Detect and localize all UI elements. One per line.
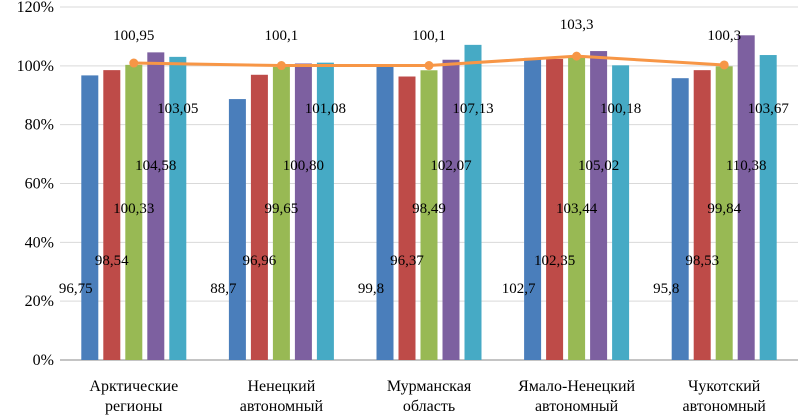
- data-label: 105,02: [578, 158, 619, 174]
- line-data-label: 100,1: [412, 28, 446, 44]
- data-label: 102,7: [502, 281, 536, 297]
- category-label: Арктические: [89, 378, 178, 395]
- data-label: 96,37: [390, 253, 424, 269]
- bar-series-2-3: [546, 58, 564, 361]
- data-label: 103,05: [157, 101, 198, 117]
- bar-series-4-4: [737, 35, 755, 361]
- data-label: 98,53: [685, 253, 719, 269]
- data-label: 103,44: [556, 201, 598, 217]
- bar-series-2-0: [103, 70, 121, 360]
- bar-series-4-1: [294, 63, 312, 360]
- line-data-label: 100,3: [707, 28, 741, 44]
- line-data-label: 100,95: [113, 28, 154, 44]
- line-point: [129, 58, 139, 68]
- data-label: 104,58: [135, 158, 176, 174]
- y-axis-ticks: 0% 20% 40% 60% 80% 100% 120%: [17, 0, 54, 369]
- y-tick-label: 80%: [25, 117, 54, 134]
- y-tick-label: 120%: [17, 0, 54, 16]
- y-tick-label: 0%: [33, 352, 54, 369]
- bar-series-3-1: [272, 66, 290, 360]
- data-label: 102,35: [534, 253, 575, 269]
- bars: [81, 35, 777, 361]
- data-label: 102,07: [430, 158, 472, 174]
- x-axis-categories: Арктические регионы Ненецкий автономный Мурм…: [89, 378, 766, 415]
- data-label: 100,80: [283, 158, 324, 174]
- y-tick-label: 40%: [25, 234, 54, 251]
- data-label: 98,54: [95, 253, 129, 269]
- bar-series-1-3: [524, 57, 542, 360]
- bar-series-1-0: [81, 75, 99, 361]
- data-label: 100,18: [600, 101, 641, 117]
- data-label: 103,67: [748, 101, 790, 117]
- bar-series-1-4: [671, 78, 689, 361]
- bar-series-2-2: [398, 76, 416, 360]
- data-label: 99,65: [265, 201, 299, 217]
- data-label: 110,38: [726, 158, 767, 174]
- bar-series-3-3: [568, 55, 586, 361]
- bar-series-3-0: [125, 64, 143, 361]
- line-data-label: 103,3: [560, 17, 594, 33]
- data-label: 101,08: [305, 101, 346, 117]
- bar-series-1-1: [228, 99, 246, 361]
- category-label: Чукотский: [688, 378, 761, 395]
- line-data-label: 100,1: [265, 28, 299, 44]
- bar-series-5-4: [759, 55, 777, 361]
- bar-series-3-4: [715, 66, 733, 360]
- data-label: 100,33: [113, 201, 154, 217]
- data-label: 99,8: [358, 281, 384, 297]
- bar-series-4-0: [147, 52, 165, 360]
- y-tick-label: 20%: [25, 293, 54, 310]
- data-label: 96,96: [243, 253, 277, 269]
- data-label: 88,7: [210, 281, 237, 297]
- bar-series-4-2: [442, 59, 460, 361]
- category-label: регионы: [105, 398, 163, 415]
- y-tick-label: 60%: [25, 176, 54, 193]
- average-line-group: [129, 51, 729, 71]
- bar-series-2-1: [250, 74, 268, 360]
- line-point: [719, 60, 729, 70]
- bar-series-5-2: [464, 44, 482, 360]
- bar-series-2-4: [693, 70, 711, 360]
- bar-series-5-0: [169, 56, 187, 361]
- data-label: 95,8: [653, 281, 679, 297]
- bar-series-5-1: [316, 62, 334, 360]
- line-point: [572, 51, 582, 61]
- line-point: [424, 61, 434, 71]
- bar-series-4-3: [590, 51, 608, 361]
- category-label: автономный: [535, 398, 619, 415]
- data-label: 98,49: [412, 201, 446, 217]
- data-label: 96,75: [59, 281, 93, 297]
- category-label: область: [403, 398, 455, 415]
- category-label: Ямало-Ненецкий: [518, 378, 635, 395]
- data-label: 107,13: [452, 101, 493, 117]
- category-label: Мурманская: [387, 378, 472, 395]
- line-point: [276, 61, 286, 71]
- y-tick-label: 100%: [17, 58, 54, 75]
- category-label: автономный: [683, 398, 767, 415]
- bar-series-5-3: [612, 65, 630, 360]
- bar-series-1-2: [376, 66, 394, 361]
- data-label: 99,84: [707, 201, 741, 217]
- bar-series-3-2: [420, 70, 438, 360]
- category-label: Ненецкий: [248, 378, 316, 395]
- category-label: автономный: [240, 398, 324, 415]
